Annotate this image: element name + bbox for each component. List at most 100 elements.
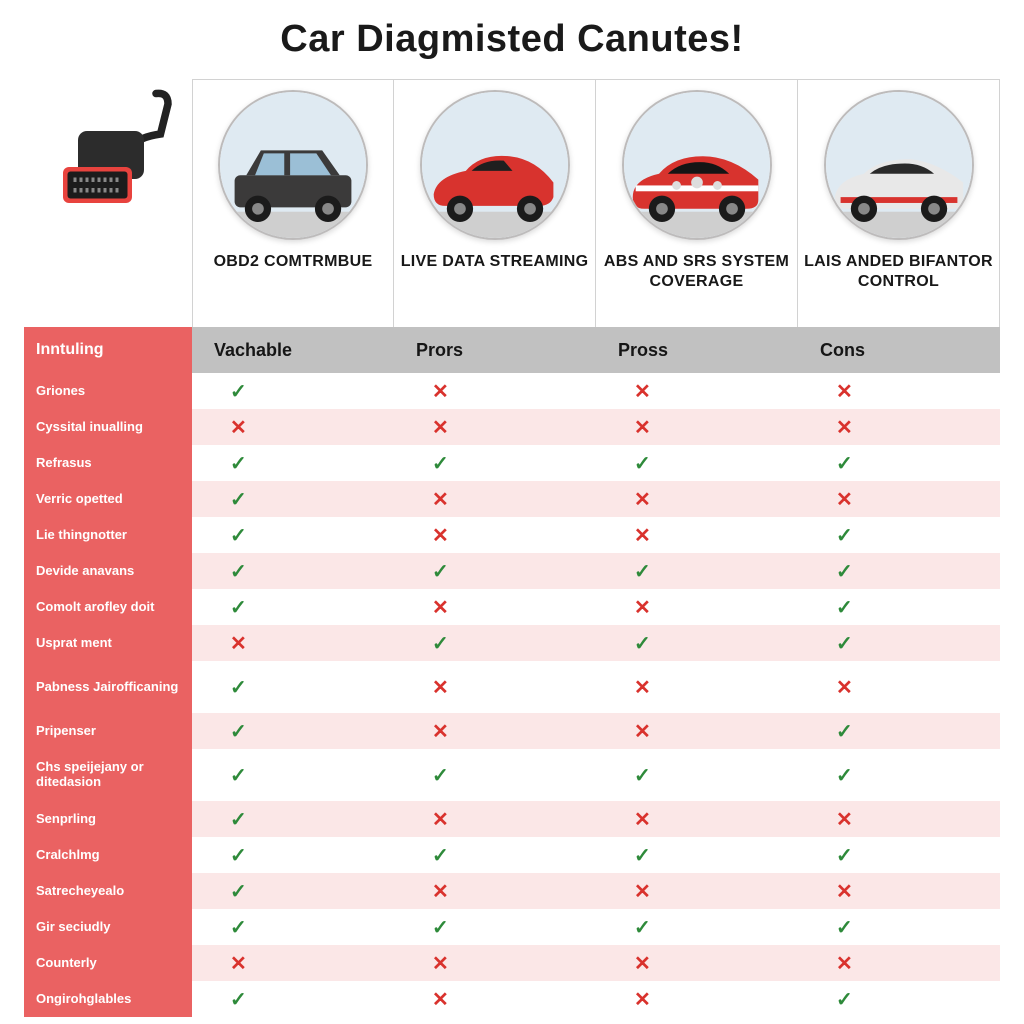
column-card: OBD2 COMTRMBUE [192, 79, 394, 327]
feature-cell: ✓ [394, 445, 596, 481]
feature-cell: ✕ [596, 945, 798, 981]
row-label: Verric opetted [24, 481, 192, 517]
check-icon: ✓ [836, 915, 853, 940]
cross-icon: ✕ [432, 951, 449, 976]
feature-cell: ✕ [596, 801, 798, 837]
column-title: OBD2 COMTRMBUE [214, 252, 373, 272]
check-icon: ✓ [230, 879, 247, 904]
check-icon: ✓ [230, 719, 247, 744]
check-icon: ✓ [432, 915, 449, 940]
check-icon: ✓ [634, 763, 651, 788]
cross-icon: ✕ [634, 951, 651, 976]
check-icon: ✓ [230, 523, 247, 548]
cross-icon: ✕ [432, 415, 449, 440]
table-body: Griones✓✕✕✕Cyssital inualling✕✕✕✕Refrasu… [24, 373, 1000, 1017]
feature-cell: ✓ [798, 909, 1000, 945]
feature-cell: ✕ [192, 625, 394, 661]
row-label: Pripenser [24, 713, 192, 749]
car-image [622, 90, 772, 240]
feature-cell: ✓ [798, 981, 1000, 1017]
table-row: Cyssital inualling✕✕✕✕ [24, 409, 1000, 445]
feature-cell: ✓ [394, 553, 596, 589]
check-icon: ✓ [634, 451, 651, 476]
cross-icon: ✕ [634, 487, 651, 512]
cross-icon: ✕ [230, 631, 247, 656]
table-row: Senprling✓✕✕✕ [24, 801, 1000, 837]
feature-cell: ✕ [798, 661, 1000, 713]
feature-cell: ✓ [596, 553, 798, 589]
feature-cell: ✓ [192, 837, 394, 873]
check-icon: ✓ [836, 719, 853, 744]
feature-cell: ✕ [394, 661, 596, 713]
feature-cell: ✓ [798, 553, 1000, 589]
check-icon: ✓ [432, 451, 449, 476]
table-row: Chs speijejany or ditedasion✓✓✓✓ [24, 749, 1000, 801]
cross-icon: ✕ [836, 675, 853, 700]
feature-cell: ✕ [394, 517, 596, 553]
table-row: Counterly✕✕✕✕ [24, 945, 1000, 981]
obd-adapter-icon [33, 89, 183, 239]
row-label: Pabness Jairofficaning [24, 661, 192, 713]
cross-icon: ✕ [836, 879, 853, 904]
header-row: OBD2 COMTRMBUE LIVE DATA STREAMING ABS A… [24, 79, 1000, 327]
table-row: Gir seciudly✓✓✓✓ [24, 909, 1000, 945]
cross-icon: ✕ [836, 807, 853, 832]
column-title: LIVE DATA STREAMING [401, 252, 589, 272]
feature-cell: ✓ [798, 749, 1000, 801]
table-row: Griones✓✕✕✕ [24, 373, 1000, 409]
page-title: Car Diagmisted Canutes! [24, 18, 1000, 61]
row-label: Cyssital inualling [24, 409, 192, 445]
check-icon: ✓ [230, 559, 247, 584]
feature-cell: ✓ [192, 553, 394, 589]
feature-cell: ✓ [192, 481, 394, 517]
check-icon: ✓ [634, 843, 651, 868]
row-label: Ongirohglables [24, 981, 192, 1017]
table-row: Devide anavans✓✓✓✓ [24, 553, 1000, 589]
check-icon: ✓ [836, 559, 853, 584]
feature-cell: ✕ [596, 873, 798, 909]
feature-cell: ✕ [596, 589, 798, 625]
check-icon: ✓ [836, 987, 853, 1012]
check-icon: ✓ [836, 763, 853, 788]
feature-cell: ✓ [394, 625, 596, 661]
table-row: Verric opetted✓✕✕✕ [24, 481, 1000, 517]
feature-cell: ✕ [596, 713, 798, 749]
cross-icon: ✕ [432, 379, 449, 404]
column-title: LAIS ANDED BIFANTOR CONTROL [804, 252, 993, 292]
check-icon: ✓ [836, 523, 853, 548]
row-label: Comolt arofley doit [24, 589, 192, 625]
feature-cell: ✕ [394, 981, 596, 1017]
row-label: Refrasus [24, 445, 192, 481]
feature-cell: ✕ [798, 409, 1000, 445]
table-row: Ongirohglables✓✕✕✓ [24, 981, 1000, 1017]
feature-cell: ✓ [192, 445, 394, 481]
check-icon: ✓ [230, 675, 247, 700]
car-image [420, 90, 570, 240]
feature-cell: ✕ [596, 373, 798, 409]
check-icon: ✓ [836, 631, 853, 656]
cross-icon: ✕ [432, 719, 449, 744]
cross-icon: ✕ [836, 379, 853, 404]
feature-cell: ✕ [394, 801, 596, 837]
sub-header: Cons [798, 340, 1000, 361]
check-icon: ✓ [432, 763, 449, 788]
row-label: Senprling [24, 801, 192, 837]
car-image [218, 90, 368, 240]
feature-cell: ✓ [596, 749, 798, 801]
table-row: Cralchlmg✓✓✓✓ [24, 837, 1000, 873]
cross-icon: ✕ [432, 595, 449, 620]
feature-cell: ✓ [798, 837, 1000, 873]
cross-icon: ✕ [634, 523, 651, 548]
feature-cell: ✕ [596, 517, 798, 553]
check-icon: ✓ [836, 843, 853, 868]
check-icon: ✓ [230, 379, 247, 404]
table-row: Usprat ment✕✓✓✓ [24, 625, 1000, 661]
cross-icon: ✕ [432, 987, 449, 1012]
feature-cell: ✓ [798, 517, 1000, 553]
check-icon: ✓ [230, 843, 247, 868]
row-label: Gir seciudly [24, 909, 192, 945]
feature-cell: ✕ [798, 481, 1000, 517]
feature-cell: ✓ [192, 749, 394, 801]
column-card: LIVE DATA STREAMING [394, 79, 596, 327]
feature-cell: ✓ [798, 625, 1000, 661]
